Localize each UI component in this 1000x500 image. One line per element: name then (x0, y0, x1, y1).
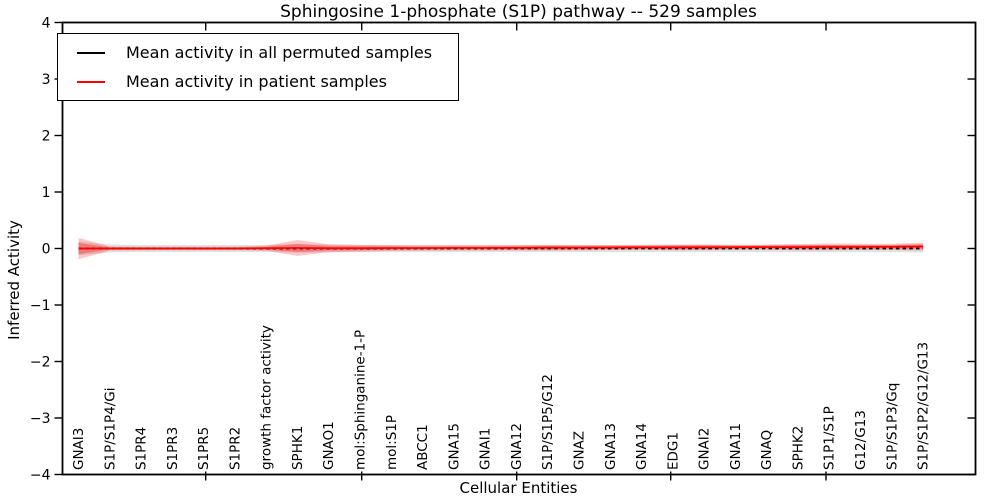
x-tick-label: S1PR5 (196, 427, 212, 470)
x-tick-label: SPHK2 (790, 426, 806, 470)
legend: Mean activity in all permuted samples Me… (57, 33, 460, 101)
x-tick-label: GNA15 (446, 423, 462, 470)
x-tick-label: GNA14 (634, 423, 650, 470)
x-tick-label: GNA13 (603, 423, 619, 470)
legend-line-sample-patient (77, 80, 105, 83)
x-tick-label: mol:S1P (384, 415, 400, 470)
x-tick-label: S1P/S1P5/G12 (540, 374, 556, 470)
x-tick-label: ABCC1 (415, 424, 431, 470)
y-tick-label: −1 (30, 298, 51, 314)
x-tick-label: S1P/S1P3/Gq (884, 383, 900, 470)
x-tick-label: GNAO1 (321, 421, 337, 470)
x-tick-label: S1P/S1P4/Gi (102, 388, 118, 471)
x-tick-label: S1PR3 (165, 427, 181, 470)
legend-label-patient: Mean activity in patient samples (126, 72, 387, 91)
legend-line-sample-permuted (77, 51, 105, 54)
y-tick-label: −2 (30, 355, 51, 371)
x-tick-label: G12/G13 (853, 410, 869, 470)
y-tick-label: 0 (42, 242, 51, 258)
x-tick-label: S1PR4 (134, 427, 150, 470)
patient-mean-line (78, 245, 924, 250)
chart-title: Sphingosine 1-phosphate (S1P) pathway --… (280, 2, 757, 22)
x-tick-label: growth factor activity (259, 325, 275, 470)
x-tick-label: GNAI2 (697, 428, 713, 470)
y-tick-label: −4 (30, 468, 51, 484)
x-tick-label: EDG1 (665, 432, 681, 470)
legend-label-permuted: Mean activity in all permuted samples (126, 43, 433, 62)
y-tick-label: 4 (42, 16, 51, 32)
x-tick-label: GNA11 (728, 423, 744, 470)
x-tick-label: GNAZ (571, 431, 587, 470)
x-tick-label: S1P1/S1P (822, 406, 838, 470)
legend-item-patient: Mean activity in patient samples (58, 67, 432, 96)
legend-item-permuted: Mean activity in all permuted samples (58, 38, 432, 67)
x-tick-label: GNAQ (759, 430, 775, 470)
x-tick-label: S1PR2 (227, 427, 243, 470)
x-tick-label: GNAI1 (478, 428, 494, 470)
x-tick-label: mol:Sphinganine-1-P (353, 330, 369, 470)
x-tick-label: S1P/S1P2/G12/G13 (916, 342, 932, 470)
x-tick-label: GNAI3 (71, 428, 87, 470)
y-tick-label: −3 (30, 411, 51, 427)
y-tick-label: 3 (42, 72, 51, 88)
x-tick-label: SPHK1 (290, 426, 306, 470)
y-tick-label: 2 (42, 129, 51, 145)
y-tick-label: 1 (42, 185, 51, 201)
x-axis-title: Cellular Entities (459, 479, 578, 497)
x-tick-label: GNA12 (509, 423, 525, 470)
